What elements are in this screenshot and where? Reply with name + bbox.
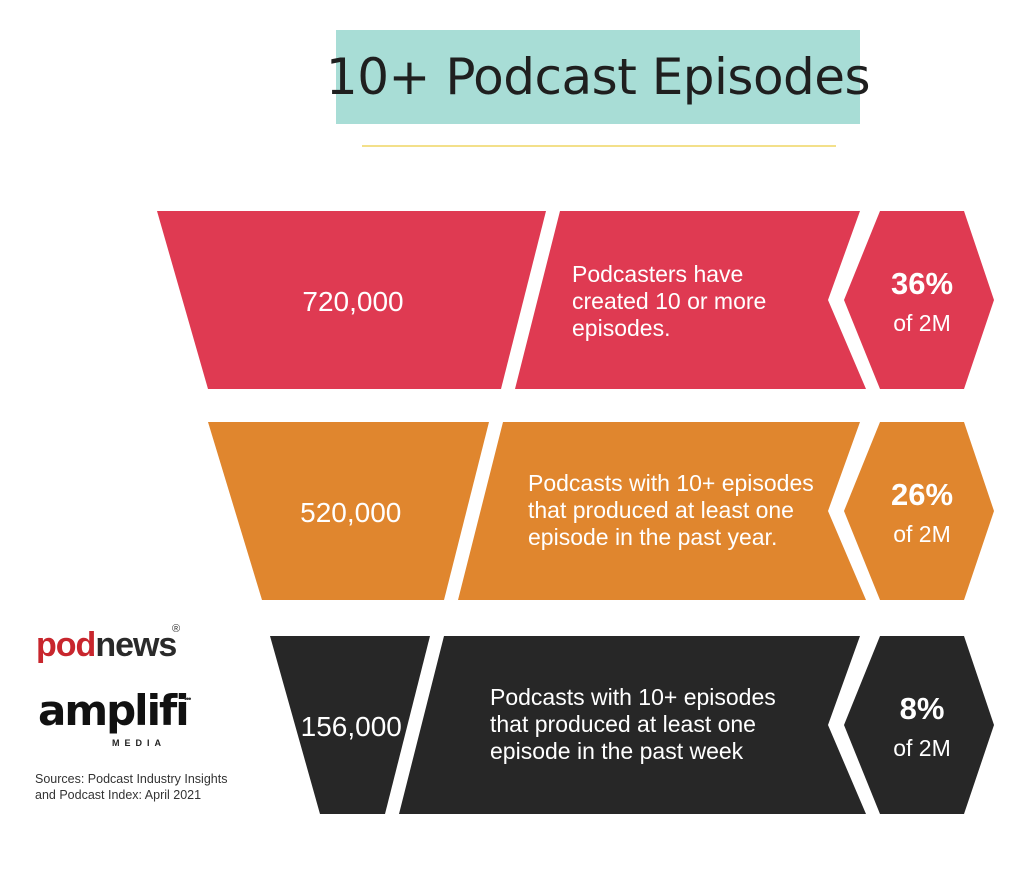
of-total-label-2: of 2M [893,521,951,547]
percent-arrow-1 [844,211,994,389]
sources-note: Sources: Podcast Industry Insights and P… [35,772,265,803]
description-line-2-2: that produced at least one [528,497,794,523]
value-label-2: 520,000 [300,497,401,528]
value-label-1: 720,000 [302,286,403,317]
bar-description-2 [458,422,866,600]
registered-mark: ® [172,623,181,635]
podnews-logo-pod: pod [36,626,96,664]
description-line-1-2: created 10 or more [572,288,766,314]
podnews-logo: podnews [36,626,177,664]
description-line-3-1: Podcasts with 10+ episodes [490,684,776,710]
of-total-label-1: of 2M [893,310,951,336]
bar-description-3 [399,636,866,814]
description-line-2-1: Podcasts with 10+ episodes [528,470,814,496]
description-line-1-3: episodes. [572,315,670,341]
description-line-1-1: Podcasters have [572,261,743,287]
description-line-3-3: episode in the past week [490,738,744,764]
podnews-logo-news: news [95,626,177,664]
sources-line-2: and Podcast Index: April 2021 [35,787,202,802]
bar-value-2 [208,422,489,600]
percent-label-2: 26% [891,477,953,512]
bar-value-3 [270,636,430,814]
sources-line-1: Sources: Podcast Industry Insights [35,772,228,786]
amplifi-logo: amplifi ••• MEDIA [38,690,198,750]
percent-arrow-3 [844,636,994,814]
title-banner: 10+ Podcast Episodes [326,30,871,124]
percent-label-1: 36% [891,266,953,301]
percent-arrow-2 [844,422,994,600]
bar-value-1 [157,211,546,389]
percent-label-3: 8% [900,691,945,726]
page-title: 10+ Podcast Episodes [325,48,871,106]
amplifi-dots: ••• [184,694,192,704]
description-line-2-3: episode in the past year. [528,524,777,550]
description-line-3-2: that produced at least one [490,711,756,737]
title-divider [362,145,836,147]
amplifi-logo-text: amplifi [38,686,190,735]
bar-description-1 [515,211,866,389]
value-label-3: 156,000 [301,711,402,742]
amplifi-media-text: MEDIA [112,738,166,748]
of-total-label-3: of 2M [893,735,951,761]
